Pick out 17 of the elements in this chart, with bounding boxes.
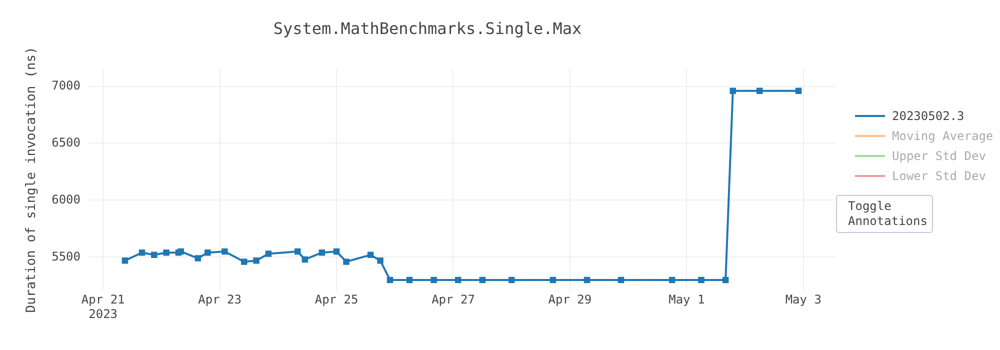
x-tick-label: Apr 29 [548,292,592,307]
legend-label: Lower Std Dev [892,169,986,183]
y-tick-label: 6000 [52,192,80,206]
x-tick-label: May 1 [668,292,705,307]
x-tick-label: May 3 [785,292,822,307]
legend-label: 20230502.3 [892,109,964,123]
y-tick-label: 5500 [52,249,80,264]
x-tick-label: Apr 25 [314,292,358,307]
legend-label: Upper Std Dev [892,149,986,163]
x-tick-label: Apr 21 2023 [81,292,125,321]
x-tick-label: Apr 27 [432,292,475,307]
y-tick-label: 6500 [52,135,80,150]
x-tick-label: Apr 23 [198,292,242,307]
y-axis-title: Duration of single invocation (ns) [24,46,40,313]
y-tick-label: 7000 [52,78,80,92]
chart-title: System.MathBenchmarks.Single.Max [273,18,582,38]
legend-label: Moving Average [892,129,994,143]
